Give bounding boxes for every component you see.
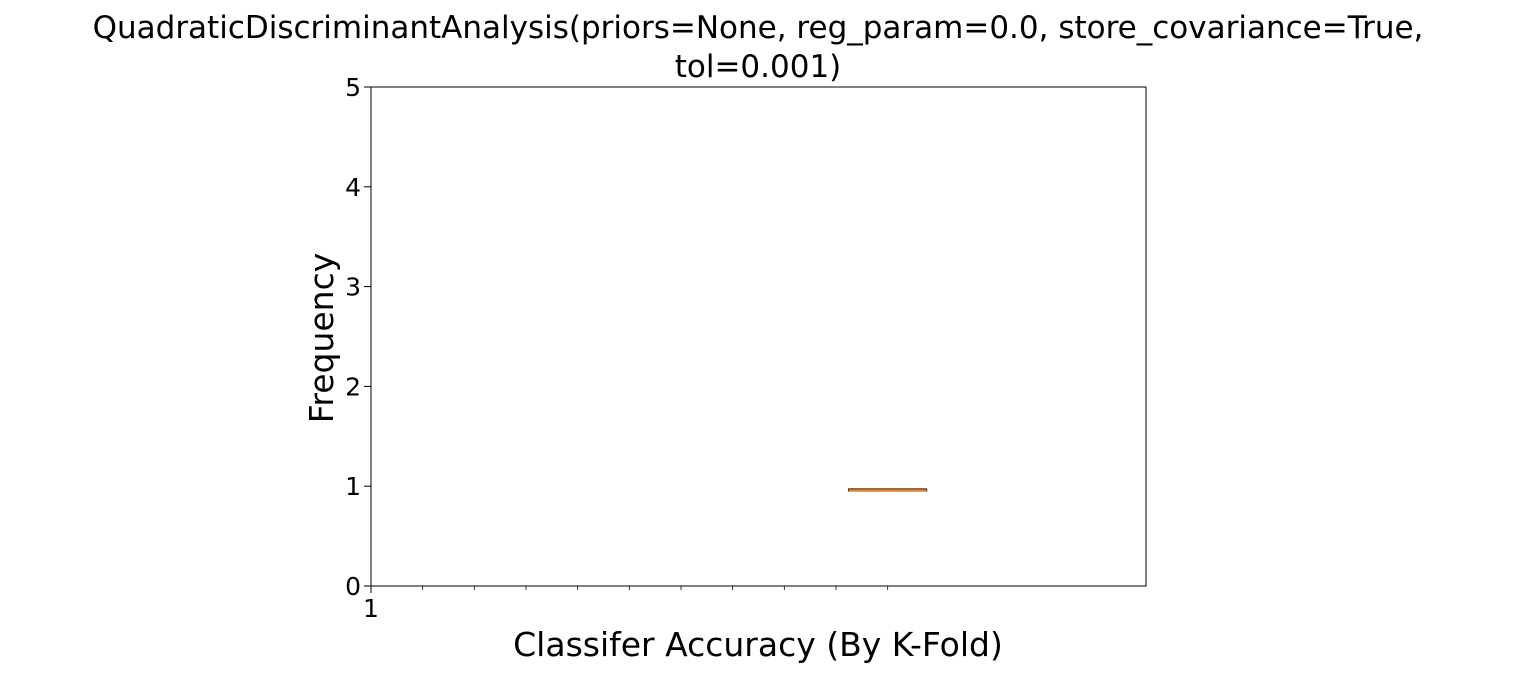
y-axis: 0 1 2 3 4 5 xyxy=(345,73,371,601)
chart-title-line-2: tol=0.001) xyxy=(675,49,842,85)
y-tick-label: 2 xyxy=(345,372,361,401)
y-axis-label: Frequency xyxy=(302,253,341,423)
y-tick-label: 3 xyxy=(345,273,361,302)
y-tick-label: 0 xyxy=(345,572,361,601)
y-tick-label: 1 xyxy=(345,472,361,501)
y-tick-label: 5 xyxy=(345,73,361,102)
x-axis-label: Classifer Accuracy (By K-Fold) xyxy=(513,625,1003,664)
chart-title-line-1: QuadraticDiscriminantAnalysis(priors=Non… xyxy=(93,10,1424,46)
plot-area xyxy=(370,86,1147,587)
chart-title: QuadraticDiscriminantAnalysis(priors=Non… xyxy=(93,10,1424,85)
box-series xyxy=(848,488,928,492)
box xyxy=(848,488,928,492)
plot-frame xyxy=(370,86,1147,587)
x-tick-label: 1 xyxy=(363,594,379,623)
x-axis: 1 xyxy=(363,586,889,623)
y-tick-label: 4 xyxy=(345,173,361,202)
